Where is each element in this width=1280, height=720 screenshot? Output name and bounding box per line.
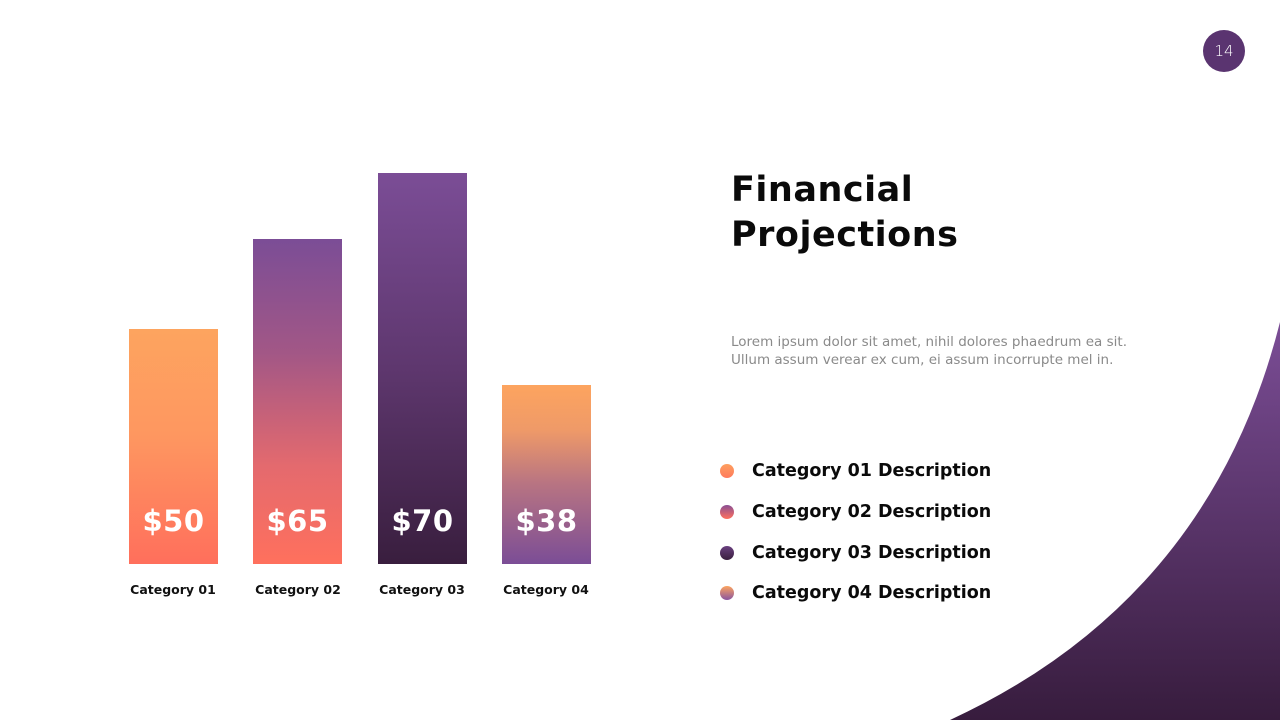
legend-item: Category 02 Description <box>720 492 991 533</box>
page-number-badge: 14 <box>1203 30 1245 72</box>
bar-category-03: $70 <box>378 173 467 564</box>
legend-label: Category 02 Description <box>752 502 992 523</box>
description-text: Lorem ipsum dolor sit amet, nihil dolore… <box>731 334 1127 368</box>
legend-label: Category 04 Description <box>752 583 992 604</box>
bar-category-01: $50 <box>129 329 218 564</box>
bar-category-02: $65 <box>253 239 342 564</box>
bar-category-label: Category 02 <box>255 582 341 597</box>
legend-item: Category 03 Description <box>720 532 991 573</box>
title-line-2: Projections <box>731 215 959 255</box>
bar-category-label: Category 04 <box>503 582 589 597</box>
bar-category-04: $38 <box>502 385 591 564</box>
bar-value-label: $38 <box>515 504 578 538</box>
legend-dot-icon <box>720 545 734 560</box>
legend-dot-icon <box>720 586 734 601</box>
bar-value-label: $65 <box>266 504 329 538</box>
bar-value-label: $70 <box>391 504 454 538</box>
slide-title: Financial Projections <box>731 168 958 258</box>
legend-item: Category 01 Description <box>720 451 991 492</box>
bar-value-label: $50 <box>142 504 205 538</box>
chart-legend: Category 01 Description Category 02 Desc… <box>720 451 991 614</box>
legend-dot-icon <box>720 505 734 520</box>
legend-label: Category 01 Description <box>752 461 992 482</box>
bar-category-label: Category 03 <box>379 582 465 597</box>
legend-dot-icon <box>720 464 734 479</box>
bar-category-label: Category 01 <box>130 582 216 597</box>
title-line-1: Financial <box>731 170 914 210</box>
legend-label: Category 03 Description <box>752 542 992 563</box>
legend-item: Category 04 Description <box>720 573 991 614</box>
